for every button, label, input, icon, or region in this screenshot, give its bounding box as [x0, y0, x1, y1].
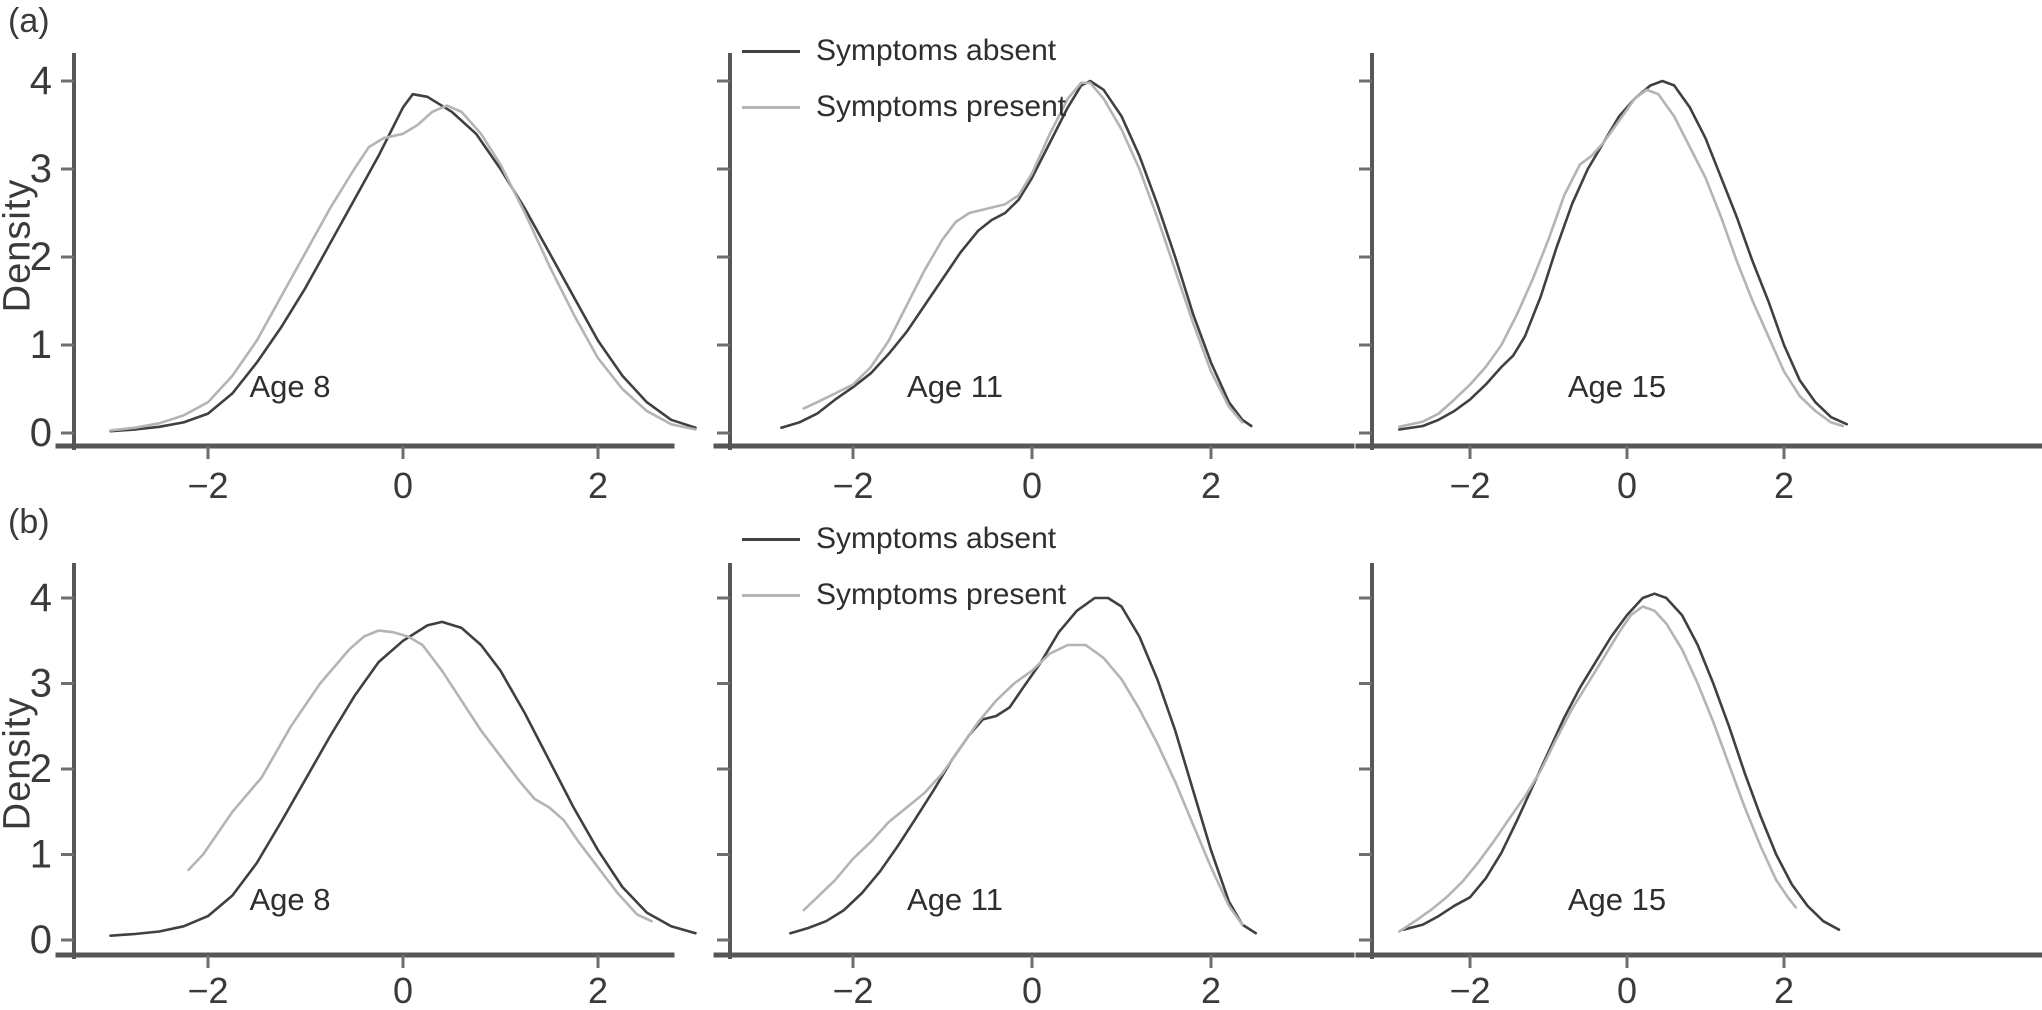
x-tick-label: 0: [1617, 970, 1637, 1010]
subplot-panel-a-age-11: −2 0 2 Age 11: [713, 53, 1355, 506]
x-tick-label: 2: [1201, 970, 1221, 1010]
y-axis-title-panel-b: Density: [0, 696, 39, 831]
x-tick-label: 0: [1022, 970, 1042, 1010]
curve-symptoms-present: [1398, 88, 1845, 429]
x-tick-label: −2: [832, 465, 873, 506]
x-tick-label: −2: [187, 970, 228, 1010]
y-tick-label: 3: [30, 662, 52, 706]
legend-entry-absent: Symptoms absent: [742, 30, 1066, 72]
x-tick-label: 0: [393, 465, 413, 506]
x-tick-label: −2: [1449, 465, 1490, 506]
subplot-panel-b-age-11: −2 0 2 Age 11: [713, 563, 1355, 1010]
y-axis-title-panel-a: Density: [0, 178, 39, 313]
y-tick-label: 1: [30, 323, 52, 367]
subplot-panel-a-age-8: −2 0 2 0 1 2 3 4 Age 8: [30, 53, 697, 506]
x-tick-label: 2: [1774, 465, 1794, 506]
curve-symptoms-absent: [109, 92, 697, 433]
curve-symptoms-absent: [1402, 592, 1841, 932]
y-tick-label: 3: [30, 147, 52, 191]
absent-line-swatch: [742, 537, 800, 541]
curve-symptoms-present: [802, 643, 1244, 926]
curve-symptoms-present: [1398, 605, 1798, 933]
age-group-label: Age 11: [907, 369, 1003, 404]
legend-label-absent: Symptoms absent: [816, 34, 1057, 67]
present-line-swatch: [742, 105, 800, 109]
panel-a-label: (a): [8, 2, 50, 40]
legend-panel-b: Symptoms absent Symptoms present: [742, 518, 1066, 616]
x-tick-label: 0: [1617, 465, 1637, 506]
y-tick-label: 0: [30, 411, 52, 455]
age-group-label: Age 15: [1568, 369, 1666, 404]
x-tick-label: 2: [1201, 465, 1221, 506]
absent-line-swatch: [742, 49, 800, 53]
x-tick-label: 2: [588, 465, 608, 506]
curve-symptoms-present: [187, 629, 653, 923]
subplot-panel-b-age-15: −2 0 2 Age 15: [1355, 563, 2042, 1010]
y-tick-label: 0: [30, 918, 52, 962]
subplot-panel-b-age-8: −2 0 2 0 1 2 3 4 Age 8: [30, 563, 697, 1010]
x-tick-label: −2: [1449, 970, 1490, 1010]
y-tick-label: 4: [30, 59, 52, 103]
legend-entry-present: Symptoms present: [742, 574, 1066, 616]
legend-label-present: Symptoms present: [816, 578, 1067, 611]
x-tick-label: −2: [187, 465, 228, 506]
subplot-panel-a-age-15: −2 0 2 Age 15: [1355, 53, 2042, 506]
x-tick-label: 2: [588, 970, 608, 1010]
legend-label-absent: Symptoms absent: [816, 522, 1057, 555]
y-tick-label: 2: [30, 235, 52, 279]
curve-symptoms-absent: [109, 620, 697, 938]
curve-symptoms-present: [109, 104, 697, 432]
curve-symptoms-present: [802, 81, 1244, 424]
age-group-label: Age 8: [249, 369, 330, 404]
age-group-label: Age 11: [907, 882, 1003, 917]
legend-panel-a: Symptoms absent Symptoms present: [742, 30, 1066, 128]
legend-entry-present: Symptoms present: [742, 86, 1066, 128]
curve-symptoms-absent: [780, 79, 1253, 430]
y-tick-label: 2: [30, 747, 52, 791]
age-group-label: Age 8: [249, 882, 330, 917]
panel-b-label: (b): [8, 503, 50, 541]
legend-entry-absent: Symptoms absent: [742, 518, 1066, 560]
present-line-swatch: [742, 593, 800, 597]
x-tick-label: 2: [1774, 970, 1794, 1010]
curve-symptoms-absent: [789, 596, 1258, 935]
y-tick-label: 1: [30, 833, 52, 877]
x-tick-label: −2: [832, 970, 873, 1010]
y-tick-label: 4: [30, 576, 52, 620]
x-tick-label: 0: [393, 970, 413, 1010]
age-group-label: Age 15: [1568, 882, 1666, 917]
x-tick-label: 0: [1022, 465, 1042, 506]
legend-label-present: Symptoms present: [816, 90, 1067, 123]
